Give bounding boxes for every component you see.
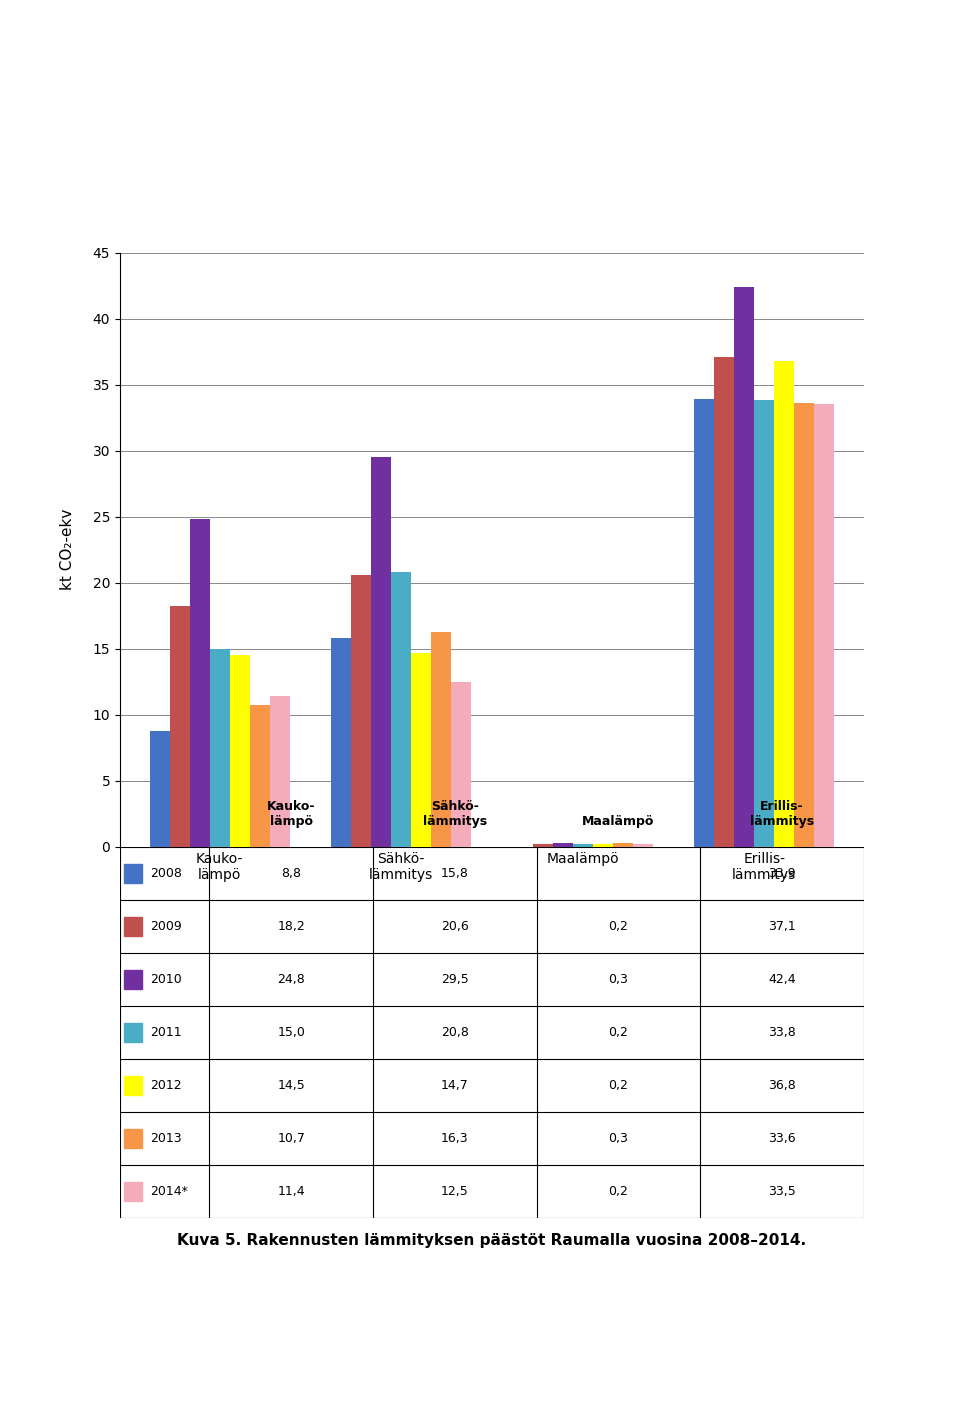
Text: Erillis-
lämmitys: Erillis- lämmitys xyxy=(750,800,814,828)
Text: Sähkö-
lämmitys: Sähkö- lämmitys xyxy=(422,800,487,828)
Text: 20,6: 20,6 xyxy=(441,920,468,933)
Bar xyxy=(431,631,451,847)
Text: 18,2: 18,2 xyxy=(277,920,305,933)
Text: 33,5: 33,5 xyxy=(768,1186,796,1198)
Bar xyxy=(814,404,834,847)
Text: 20,8: 20,8 xyxy=(441,1026,468,1040)
Text: Kauko-
lämpö: Kauko- lämpö xyxy=(267,800,316,828)
Text: 2011: 2011 xyxy=(150,1026,181,1040)
Bar xyxy=(755,400,774,847)
Text: 33,9: 33,9 xyxy=(768,867,796,880)
Text: 0,2: 0,2 xyxy=(609,1026,629,1040)
Bar xyxy=(372,457,392,847)
Bar xyxy=(124,969,142,989)
Text: 2010: 2010 xyxy=(150,972,181,986)
Bar xyxy=(124,1129,142,1148)
Bar xyxy=(774,361,794,847)
Text: 2009: 2009 xyxy=(150,920,181,933)
Bar xyxy=(124,1023,142,1041)
Text: 24,8: 24,8 xyxy=(277,972,305,986)
Text: 33,8: 33,8 xyxy=(768,1026,796,1040)
Text: 0,3: 0,3 xyxy=(609,1132,629,1145)
Text: 10,7: 10,7 xyxy=(277,1132,305,1145)
Bar xyxy=(250,706,270,847)
Text: 11,4: 11,4 xyxy=(277,1186,305,1198)
Bar xyxy=(411,652,431,847)
Bar xyxy=(124,918,142,936)
Text: 37,1: 37,1 xyxy=(768,920,796,933)
Bar xyxy=(533,845,553,847)
Bar xyxy=(392,572,411,847)
Text: 2013: 2013 xyxy=(150,1132,181,1145)
Bar xyxy=(553,843,573,847)
Text: 8,8: 8,8 xyxy=(281,867,301,880)
Text: 36,8: 36,8 xyxy=(768,1079,796,1092)
Text: 14,5: 14,5 xyxy=(277,1079,305,1092)
Bar xyxy=(451,682,471,847)
Y-axis label: kt CO₂-ekv: kt CO₂-ekv xyxy=(60,509,75,591)
Bar xyxy=(714,356,734,847)
Bar xyxy=(124,864,142,882)
Text: 42,4: 42,4 xyxy=(768,972,796,986)
Bar xyxy=(694,398,714,847)
Bar xyxy=(331,638,351,847)
Text: 12,5: 12,5 xyxy=(441,1186,468,1198)
Bar xyxy=(229,655,250,847)
Text: 0,2: 0,2 xyxy=(609,920,629,933)
Bar xyxy=(270,696,290,847)
Bar xyxy=(351,575,372,847)
Bar xyxy=(633,845,653,847)
Bar xyxy=(170,606,190,847)
Text: Kuva 5. Rakennusten lämmityksen päästöt Raumalla vuosina 2008–2014.: Kuva 5. Rakennusten lämmityksen päästöt … xyxy=(178,1233,806,1247)
Bar xyxy=(190,519,210,847)
Text: Maalämpö: Maalämpö xyxy=(583,815,655,828)
Bar xyxy=(573,845,592,847)
Bar xyxy=(124,1183,142,1201)
Bar xyxy=(124,1076,142,1094)
Text: 15,8: 15,8 xyxy=(441,867,468,880)
Text: 0,2: 0,2 xyxy=(609,1186,629,1198)
Bar xyxy=(210,648,229,847)
Text: 2014*: 2014* xyxy=(150,1186,187,1198)
Text: 2012: 2012 xyxy=(150,1079,181,1092)
Text: 33,6: 33,6 xyxy=(768,1132,796,1145)
Text: 14,7: 14,7 xyxy=(441,1079,468,1092)
Bar xyxy=(150,731,170,847)
Bar xyxy=(612,843,633,847)
Text: 0,3: 0,3 xyxy=(609,972,629,986)
Text: 2008: 2008 xyxy=(150,867,181,880)
Bar xyxy=(592,845,612,847)
Text: 29,5: 29,5 xyxy=(441,972,468,986)
Bar xyxy=(734,286,755,847)
Text: 16,3: 16,3 xyxy=(441,1132,468,1145)
Bar xyxy=(794,403,814,847)
Text: 15,0: 15,0 xyxy=(277,1026,305,1040)
Text: 0,2: 0,2 xyxy=(609,1079,629,1092)
